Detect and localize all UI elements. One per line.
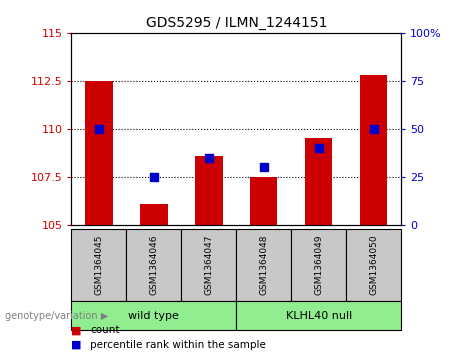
Bar <box>305 138 332 225</box>
Text: GSM1364050: GSM1364050 <box>369 234 378 295</box>
Bar <box>360 75 387 225</box>
Text: GSM1364045: GSM1364045 <box>95 235 103 295</box>
Point <box>315 145 322 151</box>
Bar <box>250 177 278 225</box>
Title: GDS5295 / ILMN_1244151: GDS5295 / ILMN_1244151 <box>146 16 327 30</box>
Text: percentile rank within the sample: percentile rank within the sample <box>90 340 266 350</box>
Bar <box>140 204 168 225</box>
Point <box>370 126 377 132</box>
Text: genotype/variation ▶: genotype/variation ▶ <box>5 311 108 321</box>
Text: KLHL40 null: KLHL40 null <box>285 311 352 321</box>
Point <box>95 126 103 132</box>
Point <box>260 164 267 170</box>
Text: ■: ■ <box>71 325 82 335</box>
Text: wild type: wild type <box>129 311 179 321</box>
Text: GSM1364047: GSM1364047 <box>204 235 213 295</box>
Point <box>205 155 213 160</box>
Text: GSM1364048: GSM1364048 <box>259 235 268 295</box>
Text: GSM1364046: GSM1364046 <box>149 235 159 295</box>
Text: GSM1364049: GSM1364049 <box>314 235 323 295</box>
Bar <box>85 81 112 225</box>
Text: ■: ■ <box>71 340 82 350</box>
Bar <box>195 156 223 225</box>
Text: count: count <box>90 325 119 335</box>
Point <box>150 174 158 180</box>
